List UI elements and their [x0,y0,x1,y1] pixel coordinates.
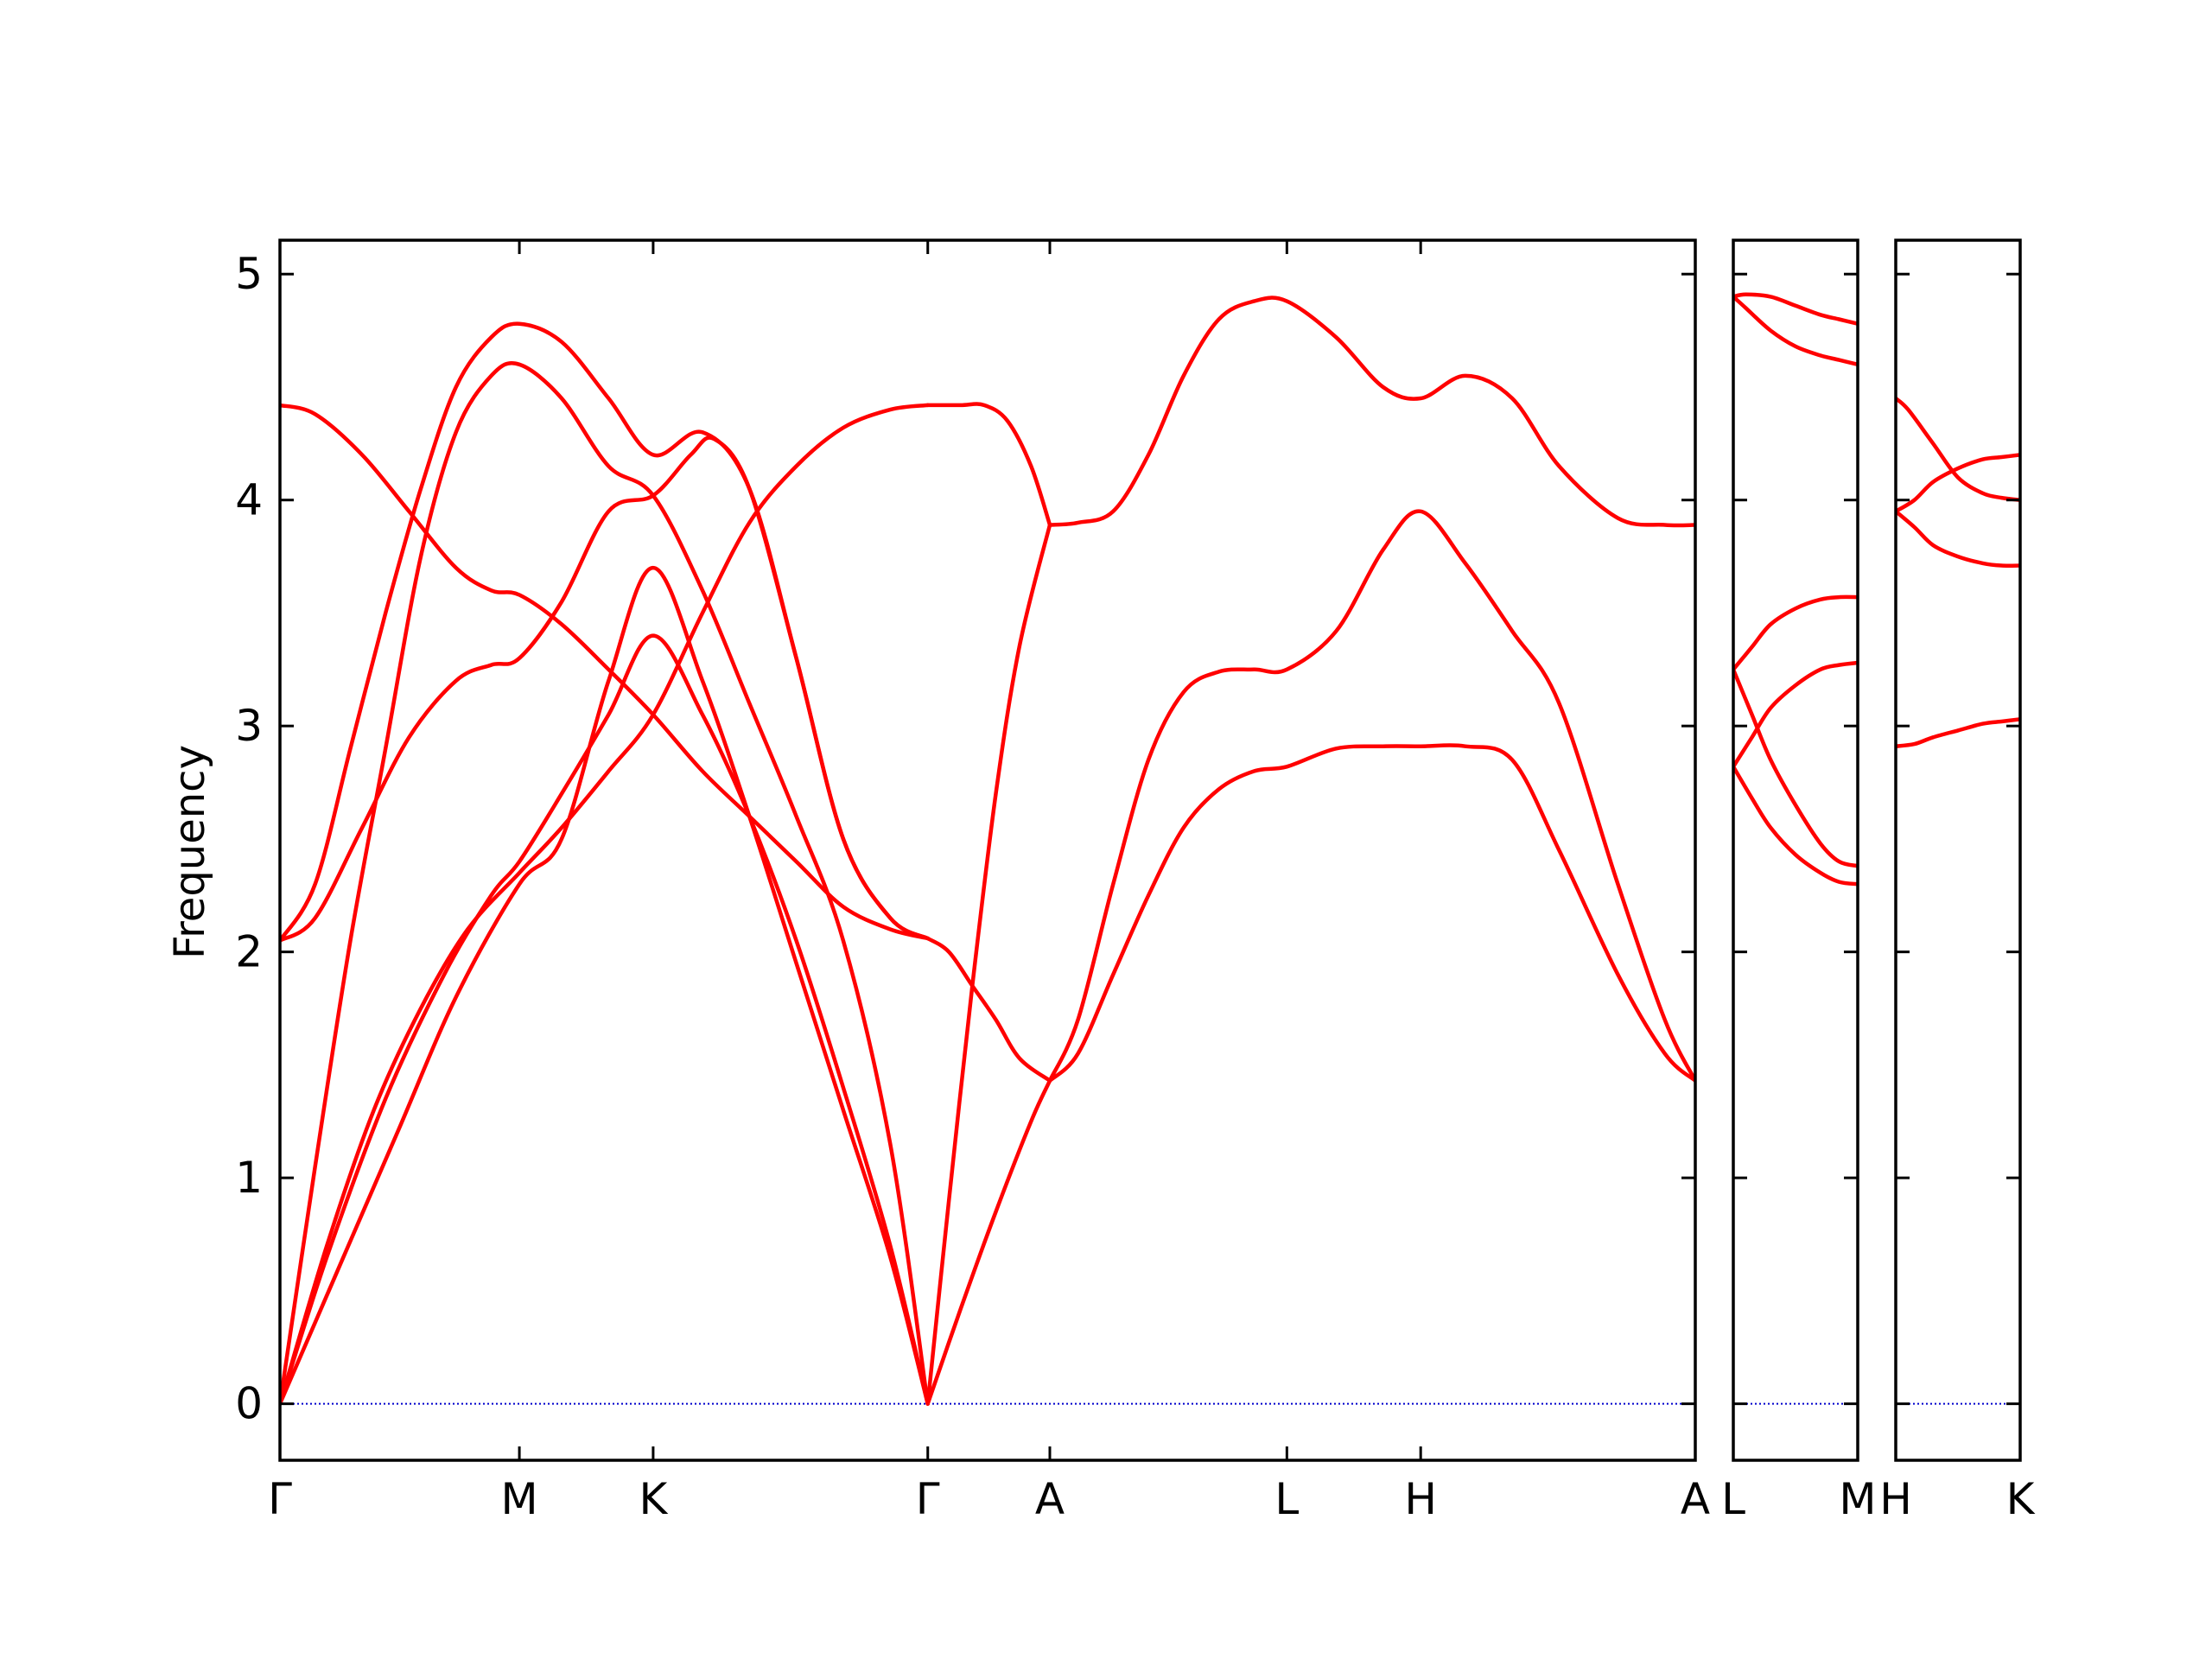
band-2-5 [1733,667,1858,868]
x-tick-label: K [2006,1474,2036,1524]
y-tick-label: 1 [235,1153,263,1203]
band-1-11 [925,402,1052,527]
band-2-3 [1733,594,1858,672]
band-3-1 [1896,396,2020,502]
x-tick-label: H [1879,1474,1912,1524]
panel-frame [1894,238,2022,1462]
x-tick-label: M [1839,1474,1876,1524]
panel-frame [1732,238,1859,1462]
band-1-1 [280,565,930,1406]
band-2-6 [1733,765,1858,887]
band-1-14 [1047,743,1695,1083]
band-1-6 [280,403,930,941]
x-tick-label: A [1035,1474,1065,1524]
y-tick-label: 5 [235,249,263,299]
panel-1: Γ M K Γ A L H A 0 1 2 3 4 5 [235,238,1710,1524]
band-2-1 [1733,292,1858,326]
y-tick-label: 4 [235,475,263,525]
band-series-group [1896,396,2020,748]
band-2-4 [1733,660,1858,769]
x-tick-label: M [501,1474,538,1524]
band-1-3 [280,360,930,1406]
band-series-group [280,296,1695,1406]
x-tick-label: A [1681,1474,1710,1524]
x-tick-label: Γ [268,1474,292,1524]
x-tick-label: H [1404,1474,1437,1524]
band-1-13 [1047,509,1695,1083]
band-1-2 [280,633,930,1406]
panel-frame [278,238,1697,1462]
band-2-2 [1733,295,1858,367]
band-3-4 [1896,717,2020,748]
x-tick-label: L [1274,1474,1299,1524]
band-1-10 [925,523,1052,1406]
x-tick-label: L [1721,1474,1745,1524]
band-3-3 [1896,509,2020,568]
x-tick-label: Γ [916,1474,940,1524]
y-tick-label: 0 [235,1379,263,1429]
y-tick-label: 2 [235,927,263,977]
band-1-5 [280,321,930,943]
x-tick-label: K [639,1474,669,1524]
band-3-2 [1896,453,2020,514]
band-1-12 [1047,296,1695,528]
y-tick-label: 3 [235,701,263,751]
band-1-8 [925,1078,1052,1406]
band-1-9 [925,936,1052,1083]
y-axis-label: Frequency [166,745,214,959]
band-1-7 [280,403,930,1406]
band-series-group [1733,292,1858,887]
